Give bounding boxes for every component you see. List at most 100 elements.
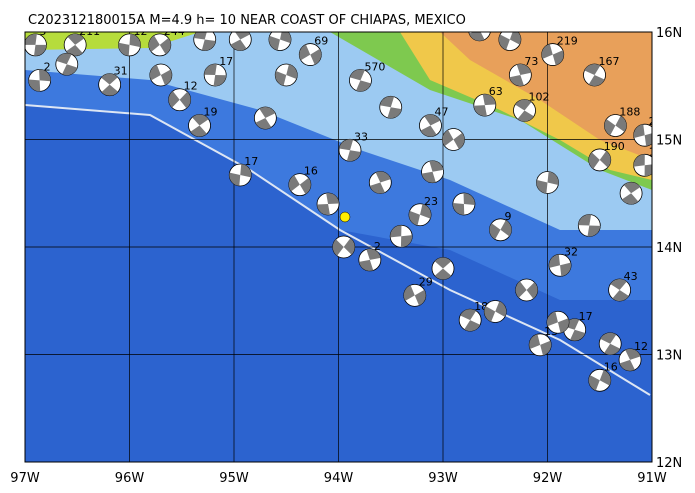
beachball [548,253,572,277]
beachball-quadrant [67,33,85,45]
beachball-quadrant [633,124,645,139]
beachball [598,332,622,356]
event-label: 188 [619,106,640,119]
beachball-quadrant [369,182,385,194]
beachball [332,235,356,259]
beachball [118,33,141,57]
lat-label: 12N [656,456,682,471]
beachball [349,68,372,92]
beachball [618,348,642,372]
beachball-quadrant [500,220,512,237]
beachball-quadrant [615,115,627,132]
beachball [604,114,627,137]
beachball [419,114,442,137]
lat-label: 16N [656,26,682,41]
beachball-quadrant [101,73,118,85]
beachball [188,114,211,137]
event-label: 2 [374,240,381,253]
beachball [536,171,559,194]
beachball-quadrant [25,33,37,45]
beachball-quadrant [644,133,652,147]
beachball-quadrant [268,35,280,51]
event-label: 47 [434,106,448,119]
beachball-quadrant [429,160,444,172]
beachball-quadrant [359,259,374,271]
beachball-quadrant [310,48,322,65]
beachball-quadrant [349,69,365,81]
beachball [368,171,392,194]
beachball [577,214,601,237]
beachball-quadrant [482,94,496,106]
event-label: 2 [44,60,51,73]
beachball-quadrant [587,225,601,237]
beachball [63,33,87,57]
beachball-quadrant [610,279,627,290]
beachball-quadrant [230,39,247,51]
beachball-quadrant [201,39,216,51]
event-label: 63 [489,85,503,98]
beachball-quadrant [275,70,287,86]
beachball [193,32,217,51]
beachball-quadrant [229,172,241,186]
beachball-quadrant [159,37,171,55]
beachball-quadrant [421,171,436,183]
beachball-quadrant [299,177,311,195]
beachball-quadrant [279,32,291,44]
event-label: 5 [39,25,46,38]
map-title: C202312180015A M=4.9 h= 10 NEAR COAST OF… [28,13,466,28]
event-label: 12 [134,25,148,38]
beachball-quadrant [526,282,538,299]
event-label: 19 [204,106,218,119]
beachball-quadrant [434,268,452,280]
beachball-quadrant [148,35,160,52]
beachball-quadrant [599,151,611,168]
beachball-quadrant [339,139,354,151]
beachball-quadrant [414,289,426,306]
beachball-quadrant [546,311,558,327]
beachball [338,138,362,162]
beachball-quadrant [400,235,413,248]
beachball [98,73,122,97]
event-label: 102 [529,90,550,103]
beachball [28,68,52,92]
beachball [489,218,512,242]
beachball-quadrant [529,334,541,349]
beachball-quadrant [588,75,605,86]
beachball-quadrant [498,34,510,50]
beachball-quadrant [600,332,617,344]
beachball-quadrant [56,53,72,65]
beachball [421,160,444,184]
beachball-quadrant [66,44,83,56]
beachball-quadrant [356,80,372,92]
beachball-quadrant [420,204,432,219]
beachball-quadrant [541,43,553,59]
beachball-quadrant [326,193,340,204]
beachball [588,368,612,392]
event-label: 570 [364,60,385,73]
event-label: 17 [219,55,233,68]
event-label: 17 [579,310,593,323]
beachball [274,63,298,87]
beachball-quadrant [540,340,552,356]
beachball-quadrant [213,75,227,87]
lon-label: 94W [324,471,354,486]
beachball-quadrant [517,110,534,122]
beachball-quadrant [509,75,524,86]
beachball [25,33,47,57]
beachball-quadrant [28,79,41,92]
beachball-quadrant [552,50,564,66]
beachball-quadrant [489,223,501,240]
beachball [298,43,322,66]
beachball-quadrant [442,129,454,147]
beachball-quadrant [509,32,521,45]
beachball [148,33,172,57]
event-label: 184 [649,145,670,158]
beachball-quadrant [560,262,572,277]
event-label: 16 [304,165,318,178]
beachball [498,32,522,51]
beachball-quadrant [588,152,600,169]
beachball [55,52,79,76]
beachball [358,248,382,272]
beachball-quadrant [62,64,78,76]
